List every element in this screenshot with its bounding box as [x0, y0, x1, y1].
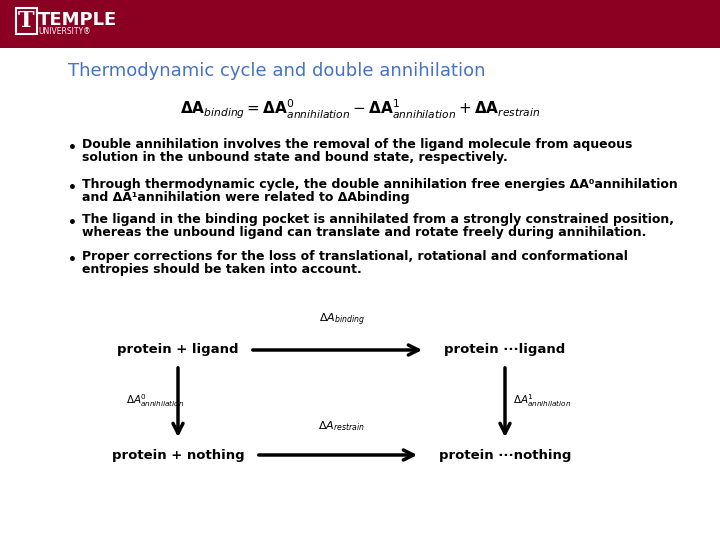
Text: TEMPLE: TEMPLE — [38, 11, 117, 29]
Text: UNIVERSITY®: UNIVERSITY® — [38, 27, 91, 36]
Text: Thermodynamic cycle and double annihilation: Thermodynamic cycle and double annihilat… — [68, 62, 485, 80]
Text: •: • — [68, 253, 77, 267]
Text: and ΔA¹annihilation were related to ΔAbinding: and ΔA¹annihilation were related to ΔAbi… — [82, 191, 410, 204]
Text: solution in the unbound state and bound state, respectively.: solution in the unbound state and bound … — [82, 151, 508, 164]
Text: protein ···ligand: protein ···ligand — [444, 343, 566, 356]
Text: T: T — [18, 10, 35, 32]
Text: $\Delta A_{restrain}$: $\Delta A_{restrain}$ — [318, 419, 365, 433]
Text: Through thermodynamic cycle, the double annihilation free energies ΔA⁰annihilati: Through thermodynamic cycle, the double … — [82, 178, 678, 191]
Text: protein + nothing: protein + nothing — [112, 449, 244, 462]
Text: whereas the unbound ligand can translate and rotate freely during annihilation.: whereas the unbound ligand can translate… — [82, 226, 647, 239]
Text: Proper corrections for the loss of translational, rotational and conformational: Proper corrections for the loss of trans… — [82, 250, 628, 263]
Text: protein + ligand: protein + ligand — [117, 343, 239, 356]
Text: The ligand in the binding pocket is annihilated from a strongly constrained posi: The ligand in the binding pocket is anni… — [82, 213, 674, 226]
Text: $\Delta A^1_{annihilation}$: $\Delta A^1_{annihilation}$ — [513, 393, 572, 409]
Text: entropies should be taken into account.: entropies should be taken into account. — [82, 263, 361, 276]
Text: $\mathbf{\Delta A}_{binding} = \mathbf{\Delta A}^0_{annihilation} - \mathbf{\Del: $\mathbf{\Delta A}_{binding} = \mathbf{\… — [180, 98, 540, 122]
Text: Double annihilation involves the removal of the ligand molecule from aqueous: Double annihilation involves the removal… — [82, 138, 632, 151]
Text: $\Delta A_{binding}$: $\Delta A_{binding}$ — [318, 312, 364, 328]
Text: •: • — [68, 141, 77, 155]
Text: •: • — [68, 216, 77, 230]
Text: •: • — [68, 181, 77, 195]
Bar — [0, 0, 720, 48]
Text: protein ···nothing: protein ···nothing — [438, 449, 571, 462]
Text: $\Delta A^0_{annihilation}$: $\Delta A^0_{annihilation}$ — [126, 393, 184, 409]
